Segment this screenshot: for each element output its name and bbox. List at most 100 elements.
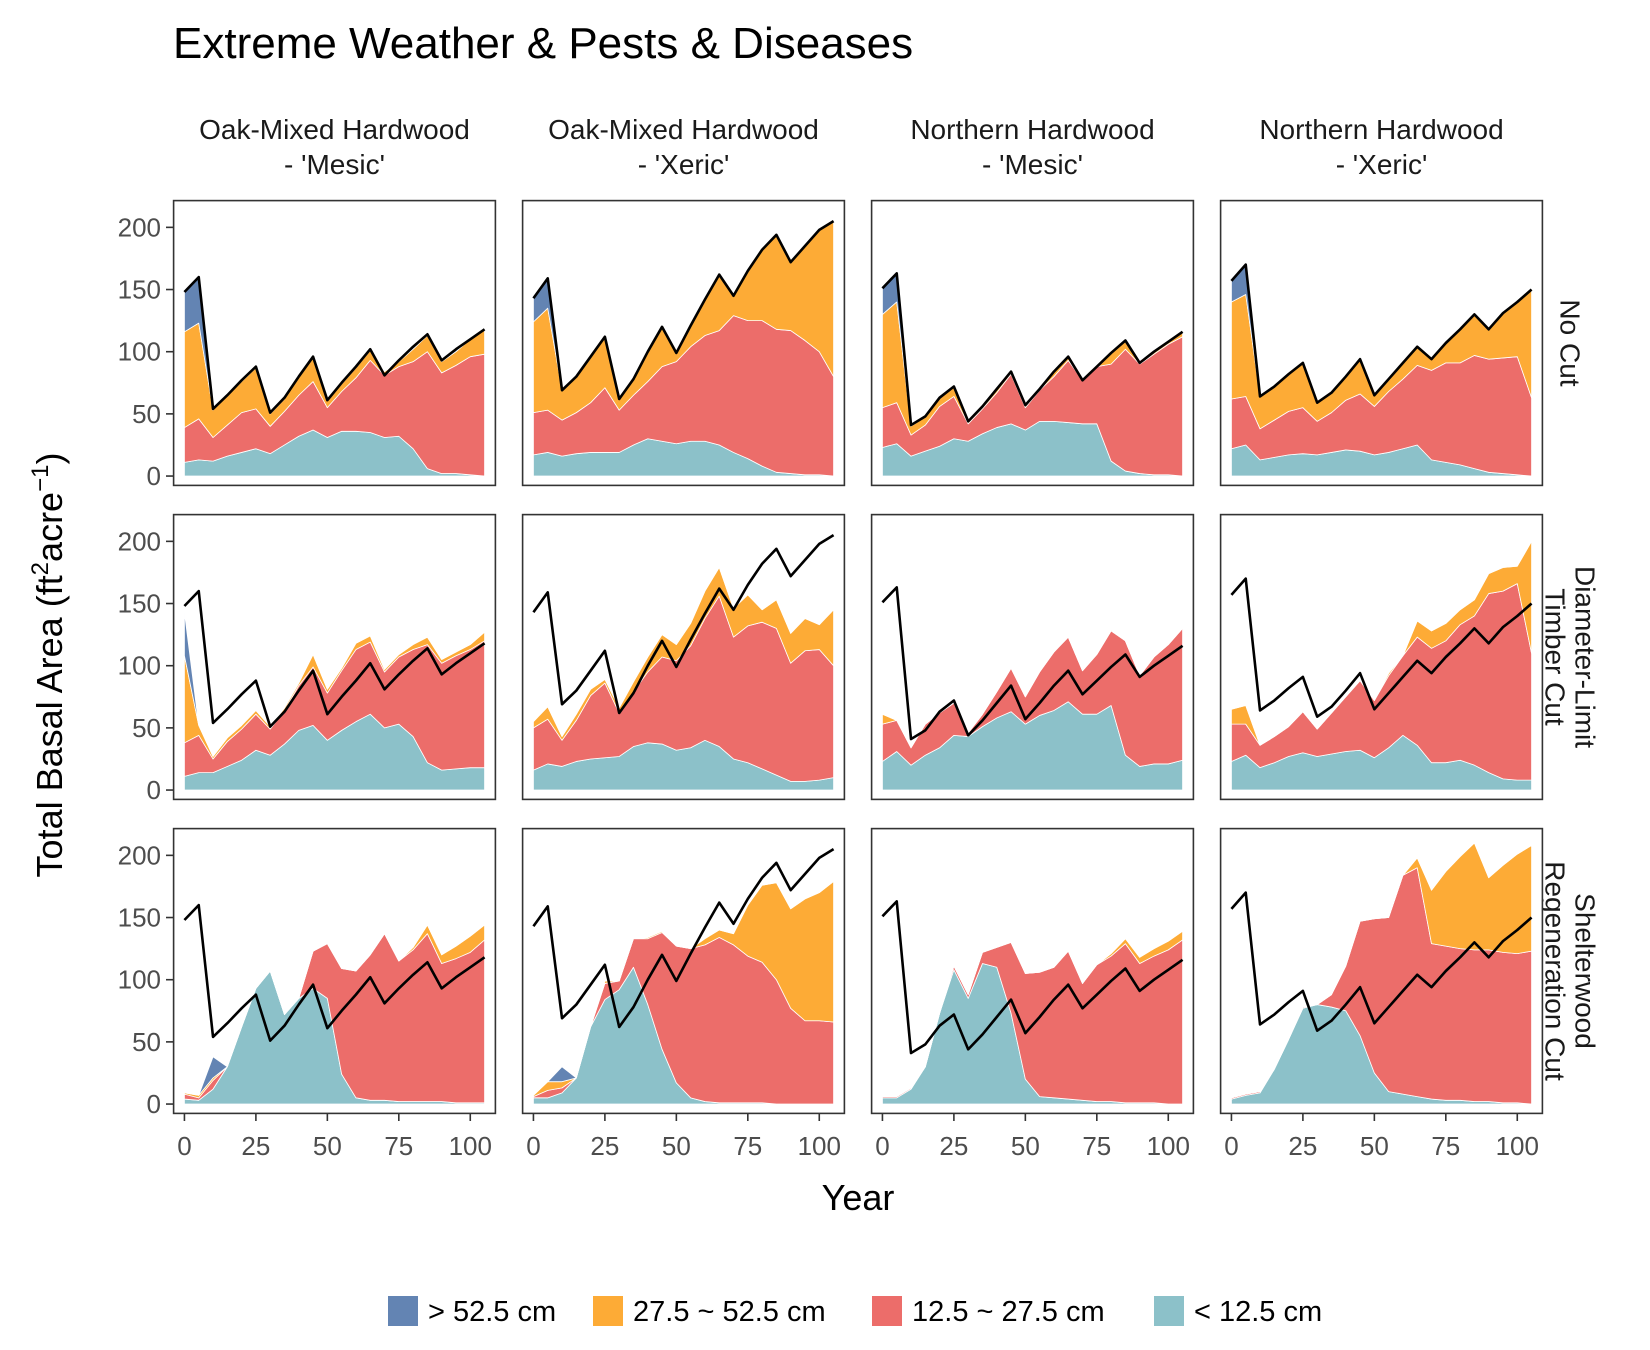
panel-border <box>870 827 1195 1115</box>
row-label-1-line1: No Cut <box>1555 299 1586 386</box>
x-axis-title: Year <box>822 1177 895 1218</box>
y-axis-title-mid: acre <box>29 492 70 562</box>
x-tick-label: 25 <box>241 1131 270 1161</box>
x-tick-label: 25 <box>1288 1131 1317 1161</box>
y-axis-title-sup2: −1 <box>27 465 54 492</box>
legend-label: 27.5 ~ 52.5 cm <box>633 1296 826 1328</box>
row-label-2-line1: Diameter-Limit <box>1570 566 1601 748</box>
panel-r3-c3: 0 25 50 75 100 <box>870 827 1195 1161</box>
y-tick-label: 50 <box>132 399 161 429</box>
panel-border <box>870 513 1195 801</box>
legend-item: 27.5 ~ 52.5 cm <box>593 1296 826 1328</box>
panels: 0 50 100 150 200 0 50 100 150 200 0 50 100 150 200 0 25 5… <box>118 199 1544 1161</box>
x-tick-label: 100 <box>798 1131 841 1161</box>
y-axis-title-prefix: Total Basal Area (ft <box>29 575 70 877</box>
x-tick-label: 50 <box>313 1131 342 1161</box>
x-tick-label: 50 <box>1011 1131 1040 1161</box>
column-label-2-line1: Oak-Mixed Hardwood <box>548 114 819 145</box>
y-tick-label: 150 <box>118 589 161 619</box>
reference-line <box>183 589 486 728</box>
panel-r1-c2 <box>521 199 846 487</box>
x-tick-label: 0 <box>1224 1131 1238 1161</box>
reference-line <box>1230 577 1533 718</box>
area-52-5-cm <box>1231 540 1532 746</box>
reference-line <box>1230 263 1533 404</box>
area-52-5-cm <box>184 924 485 1096</box>
legend-item: 12.5 ~ 27.5 cm <box>872 1296 1105 1328</box>
x-tick-label: 100 <box>1496 1131 1539 1161</box>
panel-r1-c3 <box>870 199 1195 487</box>
x-tick-label: 50 <box>1360 1131 1389 1161</box>
column-label-3-line2: - 'Mesic' <box>982 149 1083 180</box>
y-tick-label: 200 <box>118 840 161 870</box>
panel-r2-c2 <box>521 513 846 801</box>
x-tick-label: 50 <box>662 1131 691 1161</box>
panel-border <box>521 199 846 487</box>
column-label-1-line1: Oak-Mixed Hardwood <box>199 114 470 145</box>
reference-line <box>532 848 835 1029</box>
panel-border <box>172 513 497 801</box>
y-axis-title: Total Basal Area (ft2acre−1) <box>27 453 70 878</box>
y-tick-label: 50 <box>132 1027 161 1057</box>
column-label-1-line2: - 'Mesic' <box>284 149 385 180</box>
panel-r2-c1: 0 50 100 150 200 <box>118 513 497 805</box>
x-tick-label: 75 <box>1082 1131 1111 1161</box>
area-52-5-cm <box>533 881 834 1096</box>
legend-swatch <box>593 1296 623 1326</box>
reference-line <box>532 220 835 401</box>
y-tick-label: 0 <box>147 461 161 491</box>
panel-border <box>521 827 846 1115</box>
panel-r2-c3 <box>870 513 1195 801</box>
legend-item: < 12.5 cm <box>1154 1296 1322 1328</box>
area-52-5-cm <box>533 567 834 737</box>
x-tick-label: 75 <box>1431 1131 1460 1161</box>
x-tick-label: 75 <box>733 1131 762 1161</box>
column-label-4-line2: - 'Xeric' <box>1336 149 1428 180</box>
reference-line <box>1230 891 1533 1032</box>
y-tick-label: 150 <box>118 275 161 305</box>
reference-line <box>183 903 486 1042</box>
legend-label: 12.5 ~ 27.5 cm <box>912 1296 1105 1328</box>
x-tick-label: 25 <box>939 1131 968 1161</box>
panel-border <box>1219 513 1544 801</box>
reference-line <box>881 586 1184 741</box>
row-label-3-line1: Shelterwood <box>1570 893 1601 1049</box>
y-tick-label: 100 <box>118 337 161 367</box>
legend-label: > 52.5 cm <box>428 1296 556 1328</box>
panel-border <box>1219 199 1544 487</box>
y-tick-label: 0 <box>147 1089 161 1119</box>
panel-r3-c2: 0 25 50 75 100 <box>521 827 846 1161</box>
x-tick-label: 25 <box>590 1131 619 1161</box>
y-tick-label: 150 <box>118 903 161 933</box>
column-label-4-line1: Northern Hardwood <box>1259 114 1503 145</box>
panel-r1-c1: 0 50 100 150 200 <box>118 199 497 491</box>
panel-border <box>172 199 497 487</box>
panel-border <box>1219 827 1544 1115</box>
panel-border <box>521 513 846 801</box>
y-tick-label: 100 <box>118 651 161 681</box>
reference-line <box>881 900 1184 1055</box>
legend-label: < 12.5 cm <box>1194 1296 1322 1328</box>
y-tick-label: 200 <box>118 212 161 242</box>
column-label-2-line2: - 'Xeric' <box>638 149 730 180</box>
panel-border <box>172 827 497 1115</box>
area-52-5-cm <box>882 628 1183 749</box>
column-strip-labels: Oak-Mixed Hardwood - 'Mesic' Oak-Mixed Har… <box>199 114 1504 180</box>
y-tick-label: 100 <box>118 965 161 995</box>
chart-title: Extreme Weather & Pests & Diseases <box>173 19 913 68</box>
panel-r3-c4: 0 25 50 75 100 <box>1219 827 1544 1161</box>
reference-line <box>532 534 835 715</box>
x-tick-label: 100 <box>449 1131 492 1161</box>
reference-line <box>183 275 486 414</box>
y-tick-label: 0 <box>147 775 161 805</box>
reference-line <box>881 272 1184 427</box>
legend-swatch <box>872 1296 902 1326</box>
x-tick-label: 0 <box>177 1131 191 1161</box>
panel-border <box>870 199 1195 487</box>
y-axis-title-suffix: ) <box>29 453 70 465</box>
column-label-3-line1: Northern Hardwood <box>910 114 1154 145</box>
legend-item: > 52.5 cm <box>388 1296 556 1328</box>
x-tick-label: 0 <box>875 1131 889 1161</box>
